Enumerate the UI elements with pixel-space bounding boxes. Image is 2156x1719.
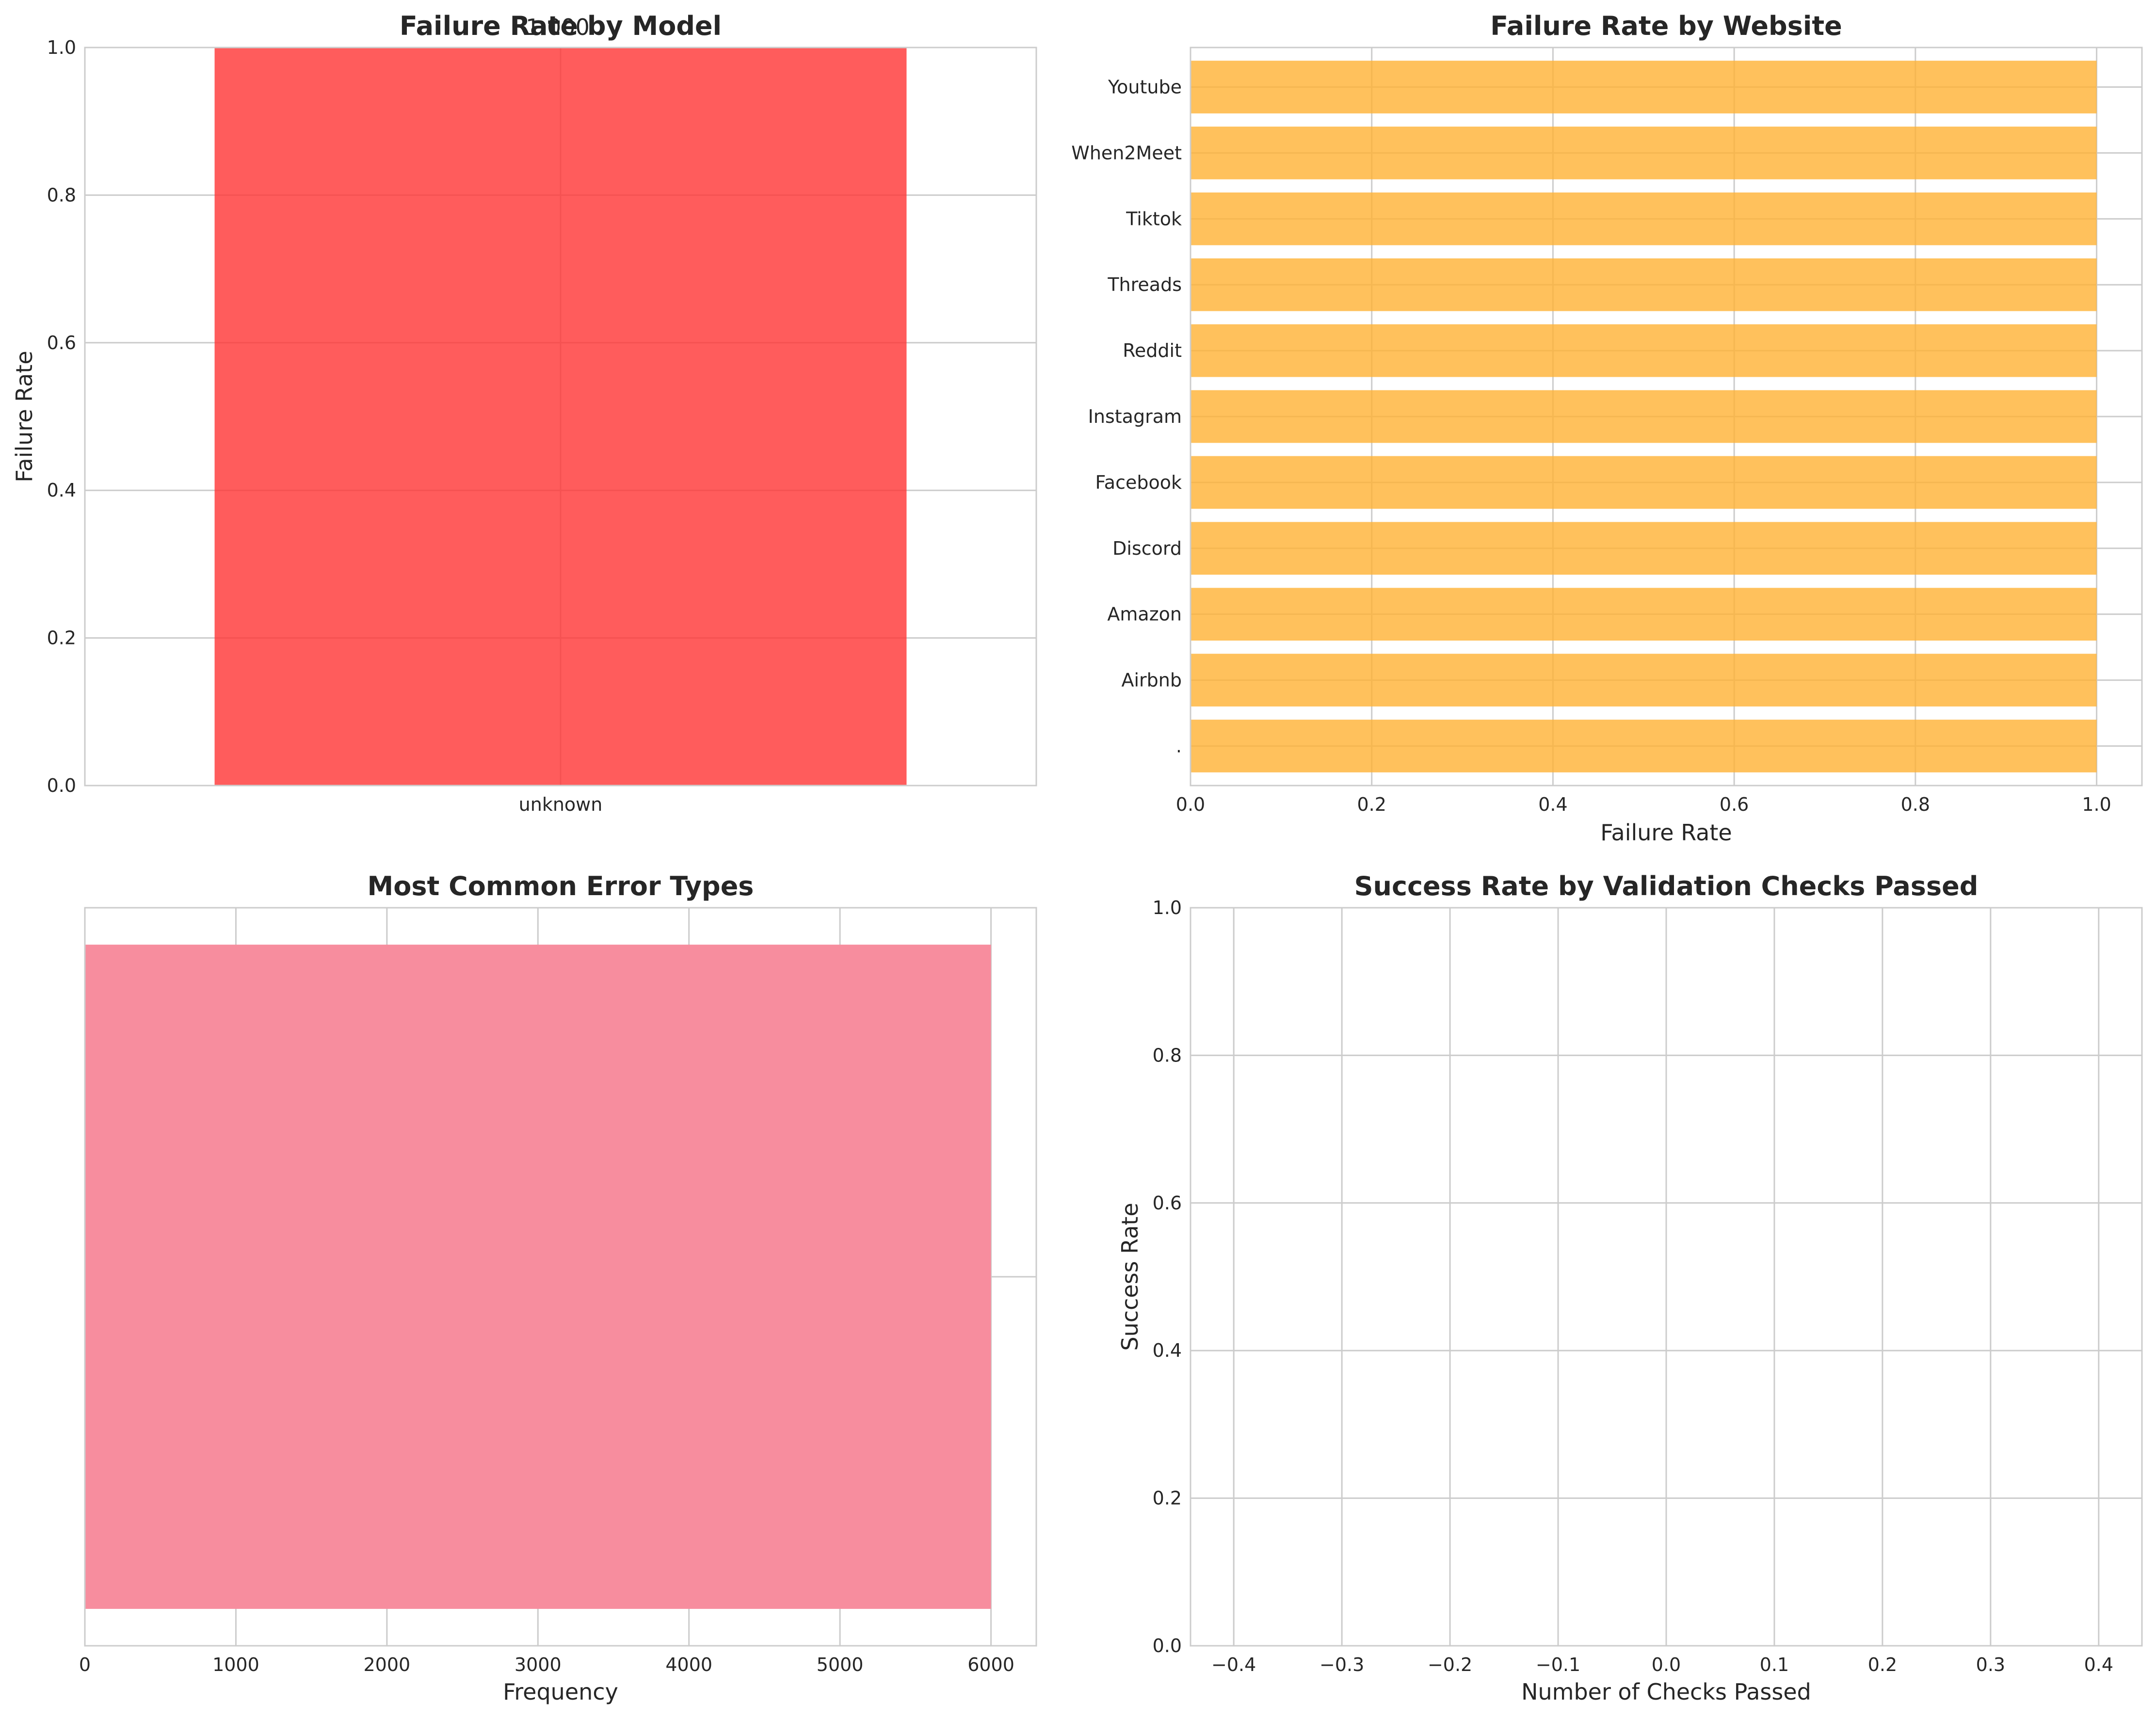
bar	[1191, 720, 2097, 772]
y-tick-label: Youtube	[1108, 77, 1182, 98]
bar	[1191, 192, 2097, 245]
bar	[1191, 588, 2097, 641]
x-tick-label: 5000	[817, 1654, 864, 1675]
chart-title: Failure Rate by Website	[1490, 11, 1842, 41]
bar	[214, 48, 907, 786]
x-tick-label: 0.0	[1652, 1654, 1681, 1675]
y-tick-label: Reddit	[1123, 340, 1182, 361]
bar	[85, 945, 991, 1609]
y-tick-label: Amazon	[1107, 604, 1182, 625]
x-tick-label: 0	[79, 1654, 91, 1675]
bar	[1191, 456, 2097, 509]
plot-frame	[84, 47, 1037, 787]
bar	[1191, 127, 2097, 179]
chart-success-rate-by-checks: 0.0 0.2 0.4 0.6 0.8 1.0 −0.4 −0.3 −0.2 −0.1 0.0 0.…	[1117, 871, 2143, 1705]
x-tick-label: 0.0	[1176, 794, 1205, 815]
x-tick-label: −0.2	[1428, 1654, 1472, 1675]
x-tick-label: 0.8	[1901, 794, 1930, 815]
bar	[1191, 390, 2097, 443]
x-tick-label: 4000	[665, 1654, 712, 1675]
bar	[1191, 61, 2097, 113]
bar-data-label: 1.000	[526, 14, 590, 40]
y-tick-label: 0.6	[47, 332, 76, 353]
x-tick-label: unknown	[519, 794, 603, 815]
x-tick-label: 6000	[967, 1654, 1014, 1675]
x-axis-label: Frequency	[503, 1679, 618, 1705]
chart-title: Failure Rate by Model	[400, 11, 722, 41]
x-tick-label: 0.3	[1976, 1654, 2005, 1675]
y-tick-label: 0.0	[1153, 1635, 1182, 1656]
plot-frame	[84, 907, 1037, 1647]
y-tick-label: 0.2	[1153, 1488, 1182, 1509]
chart-most-common-error-types: 0 1000 2000 3000 4000 5000 6000 Most Common Er…	[79, 871, 1037, 1705]
x-tick-label: 2000	[363, 1654, 410, 1675]
y-tick-label: 0.4	[47, 480, 76, 501]
x-tick-label: 3000	[515, 1654, 562, 1675]
y-tick-label: 0.6	[1153, 1192, 1182, 1214]
x-tick-label: 0.4	[2084, 1654, 2113, 1675]
x-tick-label: 0.2	[1868, 1654, 1897, 1675]
y-tick-label: Facebook	[1095, 472, 1182, 493]
y-tick-label: When2Meet	[1071, 142, 1182, 163]
y-tick-label: Tiktok	[1126, 208, 1182, 229]
y-tick-label: Discord	[1112, 538, 1182, 559]
chart-failure-rate-by-model: 0.0 0.2 0.4 0.6 0.8 1.0 unknown 1.000 Failure…	[11, 11, 1037, 815]
y-tick-label: 0.8	[47, 184, 76, 206]
y-axis-label: Success Rate	[1117, 1203, 1143, 1350]
plot-frame	[1190, 47, 2143, 787]
y-tick-label: Airbnb	[1121, 670, 1182, 691]
x-tick-label: 0.1	[1760, 1654, 1789, 1675]
y-axis-label: Failure Rate	[11, 351, 37, 482]
chart-title: Most Common Error Types	[368, 871, 754, 901]
bar	[1191, 324, 2097, 377]
chart-title: Success Rate by Validation Checks Passed	[1354, 871, 1979, 901]
chart-failure-rate-by-website: . Airbnb Amazon Discord Facebook Instagram Red…	[1071, 11, 2143, 846]
y-tick-label: Threads	[1107, 274, 1182, 295]
y-tick-label: 0.2	[47, 627, 76, 649]
plot-frame	[1190, 907, 2143, 1647]
x-axis-label: Number of Checks Passed	[1521, 1679, 1811, 1705]
x-tick-label: 1000	[212, 1654, 259, 1675]
bar	[1191, 654, 2097, 707]
y-tick-label: 0.4	[1153, 1340, 1182, 1361]
x-tick-label: 0.4	[1538, 794, 1567, 815]
x-tick-label: −0.3	[1319, 1654, 1364, 1675]
x-tick-label: 0.6	[1720, 794, 1749, 815]
bar	[1191, 258, 2097, 311]
y-tick-label: 1.0	[1153, 897, 1182, 918]
x-tick-label: 0.2	[1357, 794, 1386, 815]
x-tick-label: 1.0	[2082, 794, 2111, 815]
x-axis-label: Failure Rate	[1600, 819, 1732, 846]
y-tick-label: 0.0	[47, 775, 76, 796]
y-tick-label: .	[1176, 735, 1182, 756]
y-tick-label: Instagram	[1088, 406, 1182, 427]
bar	[1191, 522, 2097, 575]
x-tick-label: −0.1	[1536, 1654, 1580, 1675]
y-tick-label: 1.0	[47, 37, 76, 58]
x-tick-label: −0.4	[1211, 1654, 1256, 1675]
y-tick-label: 0.8	[1153, 1044, 1182, 1066]
